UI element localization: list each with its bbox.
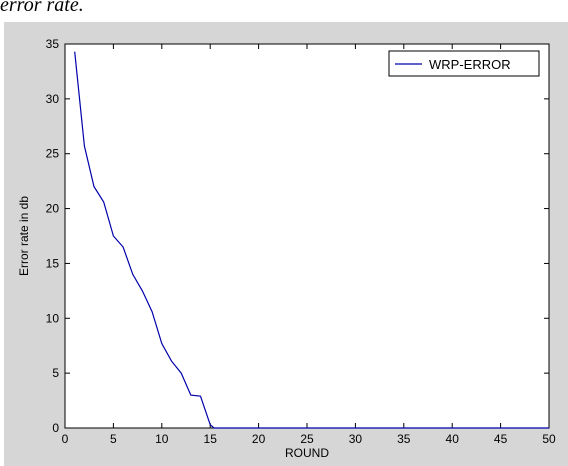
y-tick-label: 5 (52, 366, 59, 380)
y-tick-label: 35 (46, 37, 60, 51)
x-tick-label: 0 (62, 432, 69, 446)
x-axis-label: ROUND (285, 446, 329, 460)
x-tick-label: 5 (110, 432, 117, 446)
y-tick-label: 10 (46, 311, 60, 325)
x-tick-label: 25 (300, 432, 314, 446)
x-tick-label: 20 (252, 432, 266, 446)
figure-caption: error rate. (0, 0, 84, 16)
plot-area (64, 43, 550, 429)
y-tick-label: 25 (46, 147, 60, 161)
y-tick-label: 30 (46, 92, 60, 106)
y-tick-label: 20 (46, 202, 60, 216)
line-chart: 0 5 10 15 20 25 30 35 40 45 50 0 5 10 15 20 25 30 35 ROUND… (17, 37, 556, 460)
x-tick-label: 50 (542, 432, 556, 446)
x-tick-label: 15 (204, 432, 218, 446)
y-axis-label: Error rate in db (17, 196, 31, 276)
series-line-wrp-error (74, 51, 549, 429)
legend: WRP-ERROR (388, 50, 540, 77)
legend-label: WRP-ERROR (429, 57, 511, 72)
x-tick-label: 10 (155, 432, 169, 446)
y-tick-label: 0 (52, 421, 59, 435)
x-tick-label: 40 (446, 432, 460, 446)
figure-window: 0 5 10 15 20 25 30 35 40 45 50 0 5 10 15 20 25 30 35 ROUND… (4, 22, 568, 466)
x-tick-label: 35 (397, 432, 411, 446)
x-tick-label: 45 (494, 432, 508, 446)
x-tick-label: 30 (349, 432, 363, 446)
y-tick-label: 15 (46, 256, 60, 270)
